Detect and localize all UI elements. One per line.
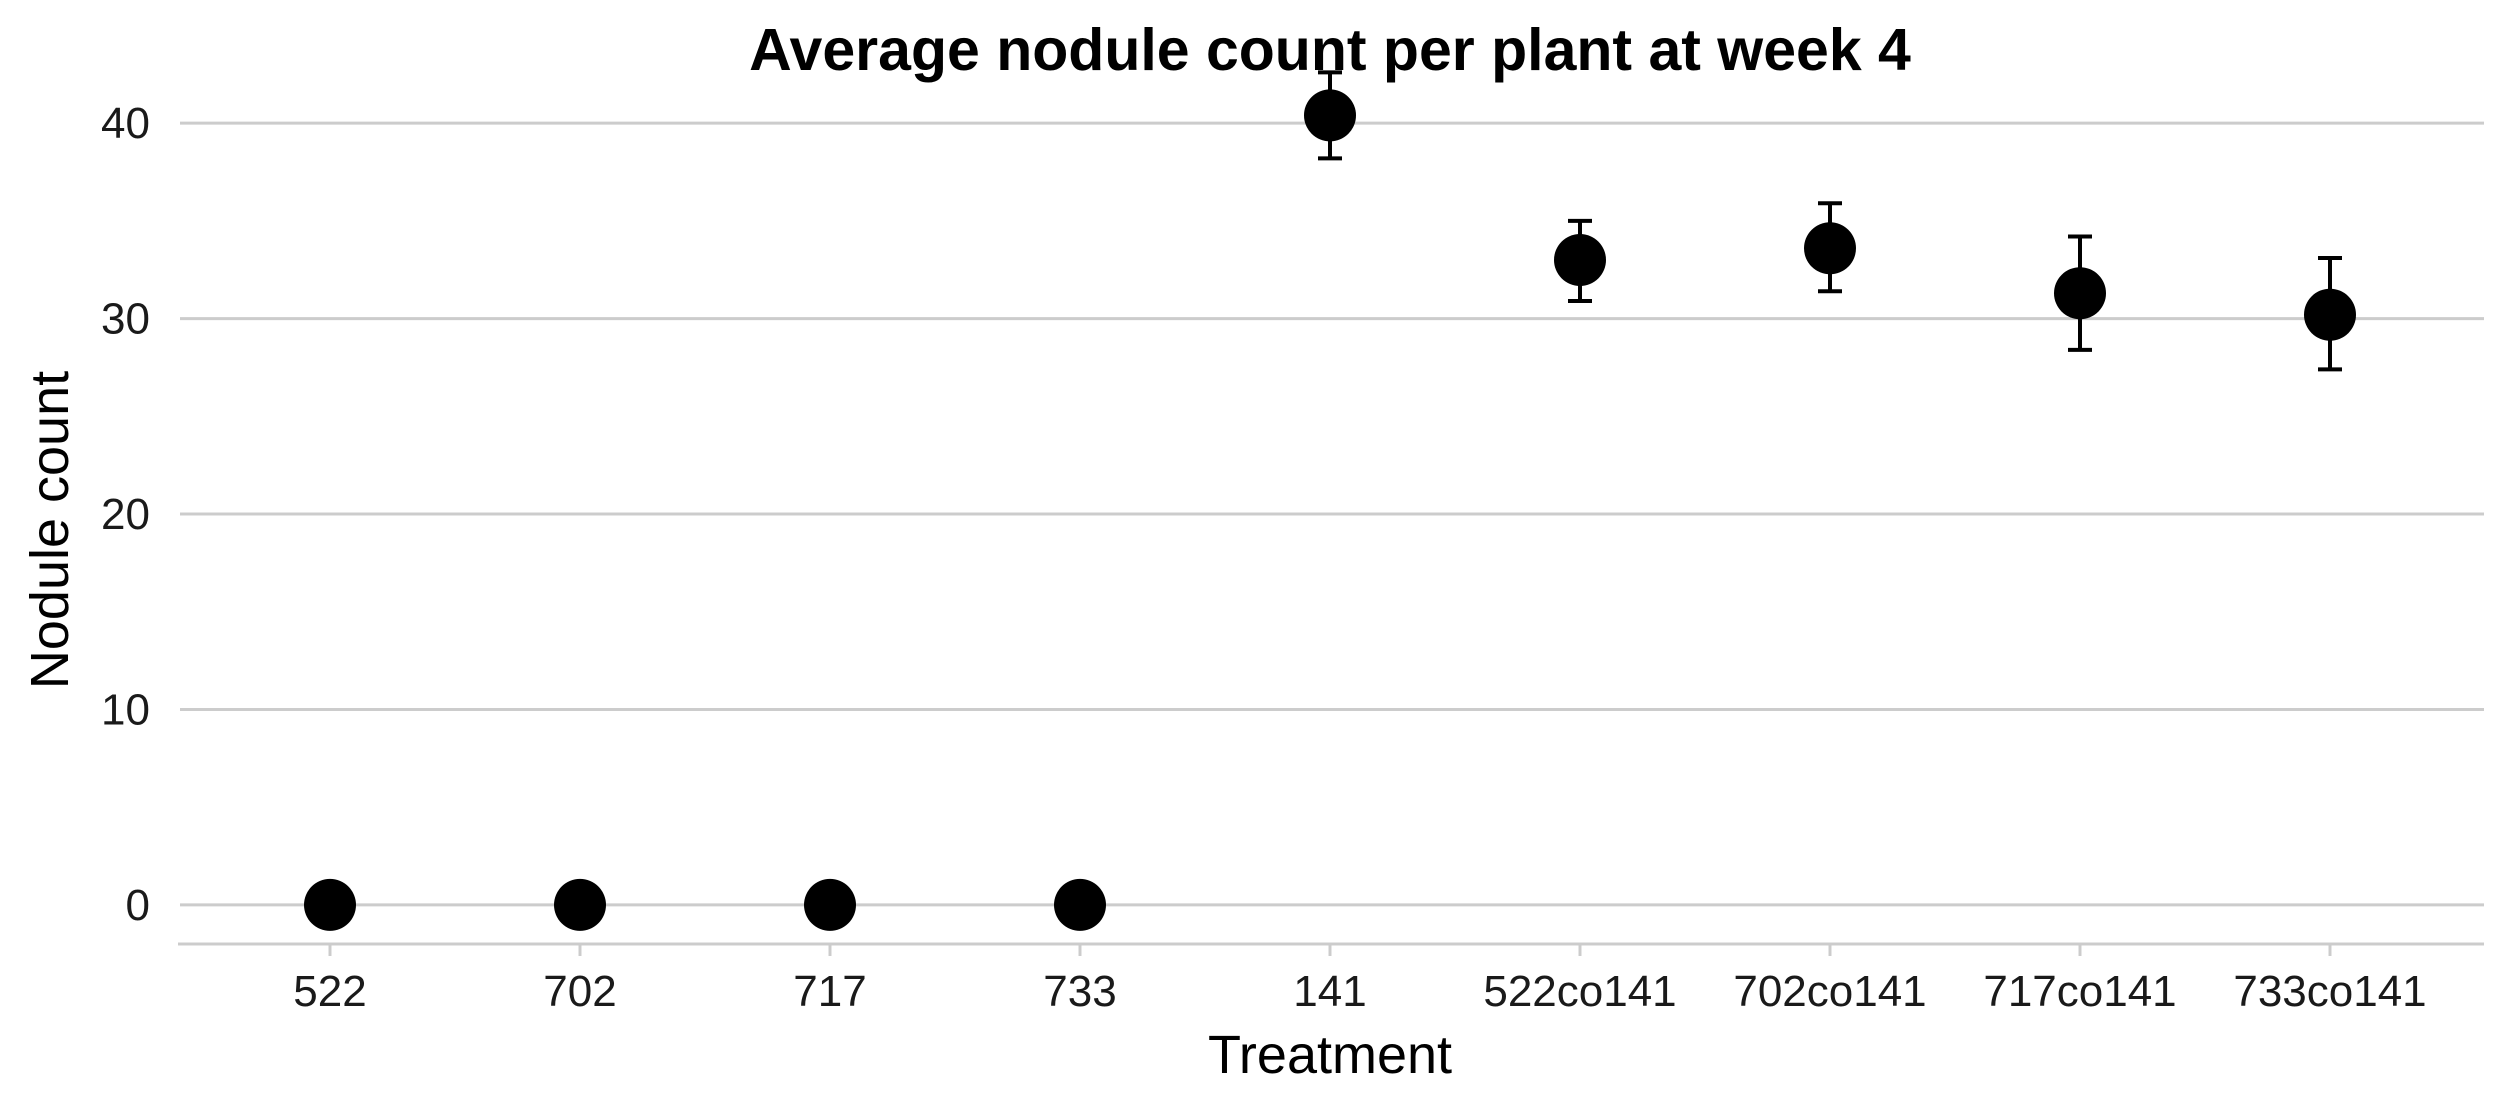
x-tick-label: 702 (543, 967, 616, 1016)
data-point (2054, 267, 2106, 320)
error-bars (1318, 70, 2342, 372)
x-axis-label: Treatment (1208, 1025, 1452, 1085)
data-point (1554, 233, 1606, 286)
data-point (1304, 89, 1356, 142)
y-tick-labels: 0 10 20 30 40 (101, 99, 150, 930)
x-tick-label: 522co141 (1483, 967, 1676, 1016)
data-point (304, 878, 356, 931)
x-tick-label: 702co141 (1733, 967, 1926, 1016)
x-tick-labels: 522 702 717 733 141 522co141 702co141 717co141 7… (293, 944, 2427, 1016)
x-tick-label: 717 (793, 967, 866, 1016)
data-point (1054, 878, 1106, 931)
data-points (304, 89, 2356, 931)
x-tick-label: 522 (293, 967, 366, 1016)
x-tick-label: 733co141 (2233, 967, 2426, 1016)
y-tick-label: 20 (101, 490, 150, 539)
y-axis-label: Nodule count (20, 371, 80, 689)
data-point (1804, 222, 1856, 275)
y-tick-label: 40 (101, 99, 150, 148)
y-tick-label: 0 (126, 881, 150, 930)
y-tick-label: 30 (101, 295, 150, 344)
x-tick-label: 733 (1043, 967, 1116, 1016)
x-tick-label: 717co141 (1983, 967, 2176, 1016)
data-point (804, 878, 856, 931)
data-point (554, 878, 606, 931)
y-tick-label: 10 (101, 685, 150, 734)
x-tick-label: 141 (1293, 967, 1366, 1016)
gridlines (180, 121, 2484, 907)
data-point (2304, 288, 2356, 341)
